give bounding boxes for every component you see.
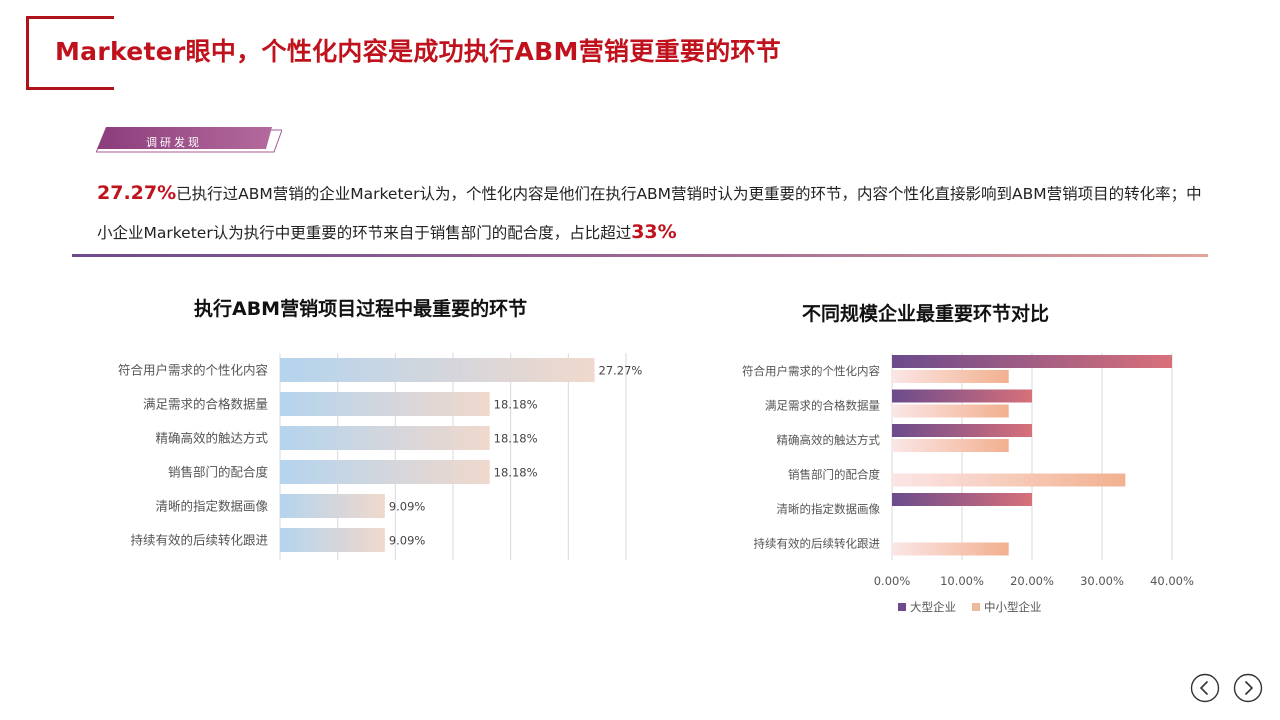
chart1-value-label: 9.09% [389,534,426,548]
section-divider [72,254,1208,257]
chart2-bar-sme [892,404,1009,418]
chart1-bar [280,460,490,484]
chart1-value-label: 27.27% [599,364,643,378]
finding-tag [96,127,282,153]
chart1-bar [280,426,490,450]
chart2-category-label: 符合用户需求的个性化内容 [742,364,880,378]
chart1-bar [280,358,595,382]
title-bracket-top [26,16,114,19]
chart1-bar [280,494,385,518]
prev-page-button[interactable] [1190,673,1220,703]
summary-paragraph: 27.27%已执行过ABM营销的企业Marketer认为，个性化内容是他们在执行… [97,174,1207,252]
chart1-category-label: 精确高效的触达方式 [155,431,268,446]
chart1-bar [280,392,490,416]
chart2-category-label: 清晰的指定数据画像 [777,502,881,516]
chart2-category-label: 持续有效的后续转化跟进 [754,536,881,550]
chart2-x-tick-label: 20.00% [1010,574,1054,588]
summary-highlight-1: 27.27% [97,182,177,204]
chart1-bar [280,528,385,552]
chart1-value-label: 18.18% [494,466,538,480]
title-bracket-left [26,16,29,90]
chart1-category-label: 持续有效的后续转化跟进 [130,533,268,548]
chart1-value-label: 18.18% [494,398,538,412]
chart2-size-comparison: 0.00% 10.00% 20.00% 30.00% 40.00% 符合用户需求的个性化内… [742,353,1194,614]
chart1-overall-importance: 符合用户需求的个性化内容 27.27% 满足需求的合格数据量 18.18% 精确高效的触… [118,353,643,560]
chart2-bar-sme [892,542,1009,556]
next-page-button[interactable] [1233,673,1263,703]
chart2-legend-swatch [898,603,906,611]
chart2-bar-sme [892,370,1009,383]
chart1-value-label: 9.09% [389,500,426,514]
chart2-x-tick-label: 10.00% [940,574,984,588]
title-bracket-bottom [26,87,114,90]
chart1-category-label: 满足需求的合格数据量 [143,397,268,412]
chart1-category-label: 符合用户需求的个性化内容 [118,363,268,378]
chart2-bar-large [892,355,1172,368]
chart2-bar-large [892,389,1032,403]
chart1-value-label: 18.18% [494,432,538,446]
chart2-legend-label: 中小型企业 [984,600,1042,614]
summary-text: 已执行过ABM营销的企业Marketer认为，个性化内容是他们在执行ABM营销时… [97,185,1202,242]
chart2-legend-label: 大型企业 [910,600,956,614]
page-title: Marketer眼中，个性化内容是成功执行ABM营销更重要的环节 [55,37,782,66]
chart2-bar-large [892,493,1032,506]
chart2-x-tick-label: 40.00% [1150,574,1194,588]
chart1-category-label: 销售部门的配合度 [168,465,269,480]
chart2-legend-swatch [972,603,980,611]
chart2-category-label: 满足需求的合格数据量 [765,398,880,412]
chart2-bar-large [892,424,1032,437]
chart2-x-tick-label: 0.00% [874,574,911,588]
finding-tag-label: 调研发现 [146,136,202,149]
chart2-x-tick-label: 30.00% [1080,574,1124,588]
chart1-title: 执行ABM营销项目过程中最重要的环节 [194,298,528,320]
chart2-category-label: 销售部门的配合度 [788,467,880,481]
chart1-category-label: 清晰的指定数据画像 [155,499,268,514]
chart2-category-label: 精确高效的触达方式 [777,433,881,447]
chart2-bar-sme [892,439,1009,452]
summary-highlight-2: 33% [631,221,677,243]
chart2-bar-sme [892,473,1126,487]
chart2-title: 不同规模企业最重要环节对比 [802,303,1050,325]
